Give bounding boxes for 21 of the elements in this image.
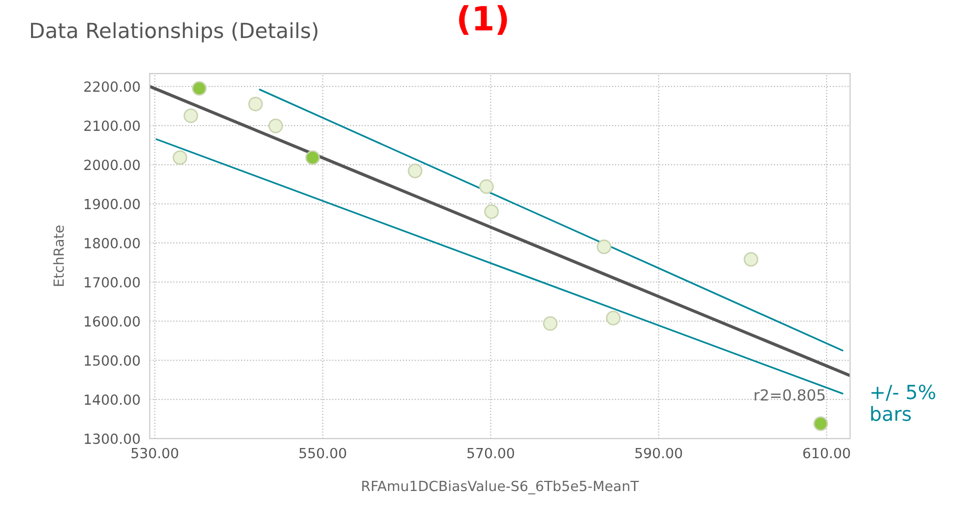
y-tick-label: 2200.00 (84, 81, 140, 92)
y-tick-label: 2100.00 (84, 120, 140, 132)
chart-title: Data Relationships (Details) (31, 22, 318, 42)
x-tick-label: 550.00 (299, 448, 346, 458)
x-tick-label: 570.00 (467, 448, 514, 458)
text: (1) (459, 5, 507, 35)
x-tick-label: 610.00 (803, 448, 850, 458)
x-tick-label: 590.00 (635, 448, 682, 458)
y-tick-label: 1700.00 (84, 277, 140, 288)
y-tick-label: 1800.00 (84, 238, 140, 248)
x-axis-title: RFAmu1DCBiasValue-S6_6Tb5e5-MeanT (362, 480, 639, 494)
y-tick-label: 1900.00 (84, 198, 140, 210)
y-tick-label: 1400.00 (84, 394, 140, 405)
y-tick-label: 2000.00 (84, 160, 140, 170)
text: +/- 5% bars (871, 384, 936, 422)
x-tick-label: 530.00 (132, 448, 178, 458)
y-tick-label: 1300.00 (84, 434, 140, 444)
y-tick-label: 1600.00 (84, 316, 140, 327)
y-axis-title: EtchRate (53, 226, 64, 286)
annotation: r2=0.805 (754, 389, 825, 401)
y-tick-label: 1500.00 (84, 355, 140, 366)
